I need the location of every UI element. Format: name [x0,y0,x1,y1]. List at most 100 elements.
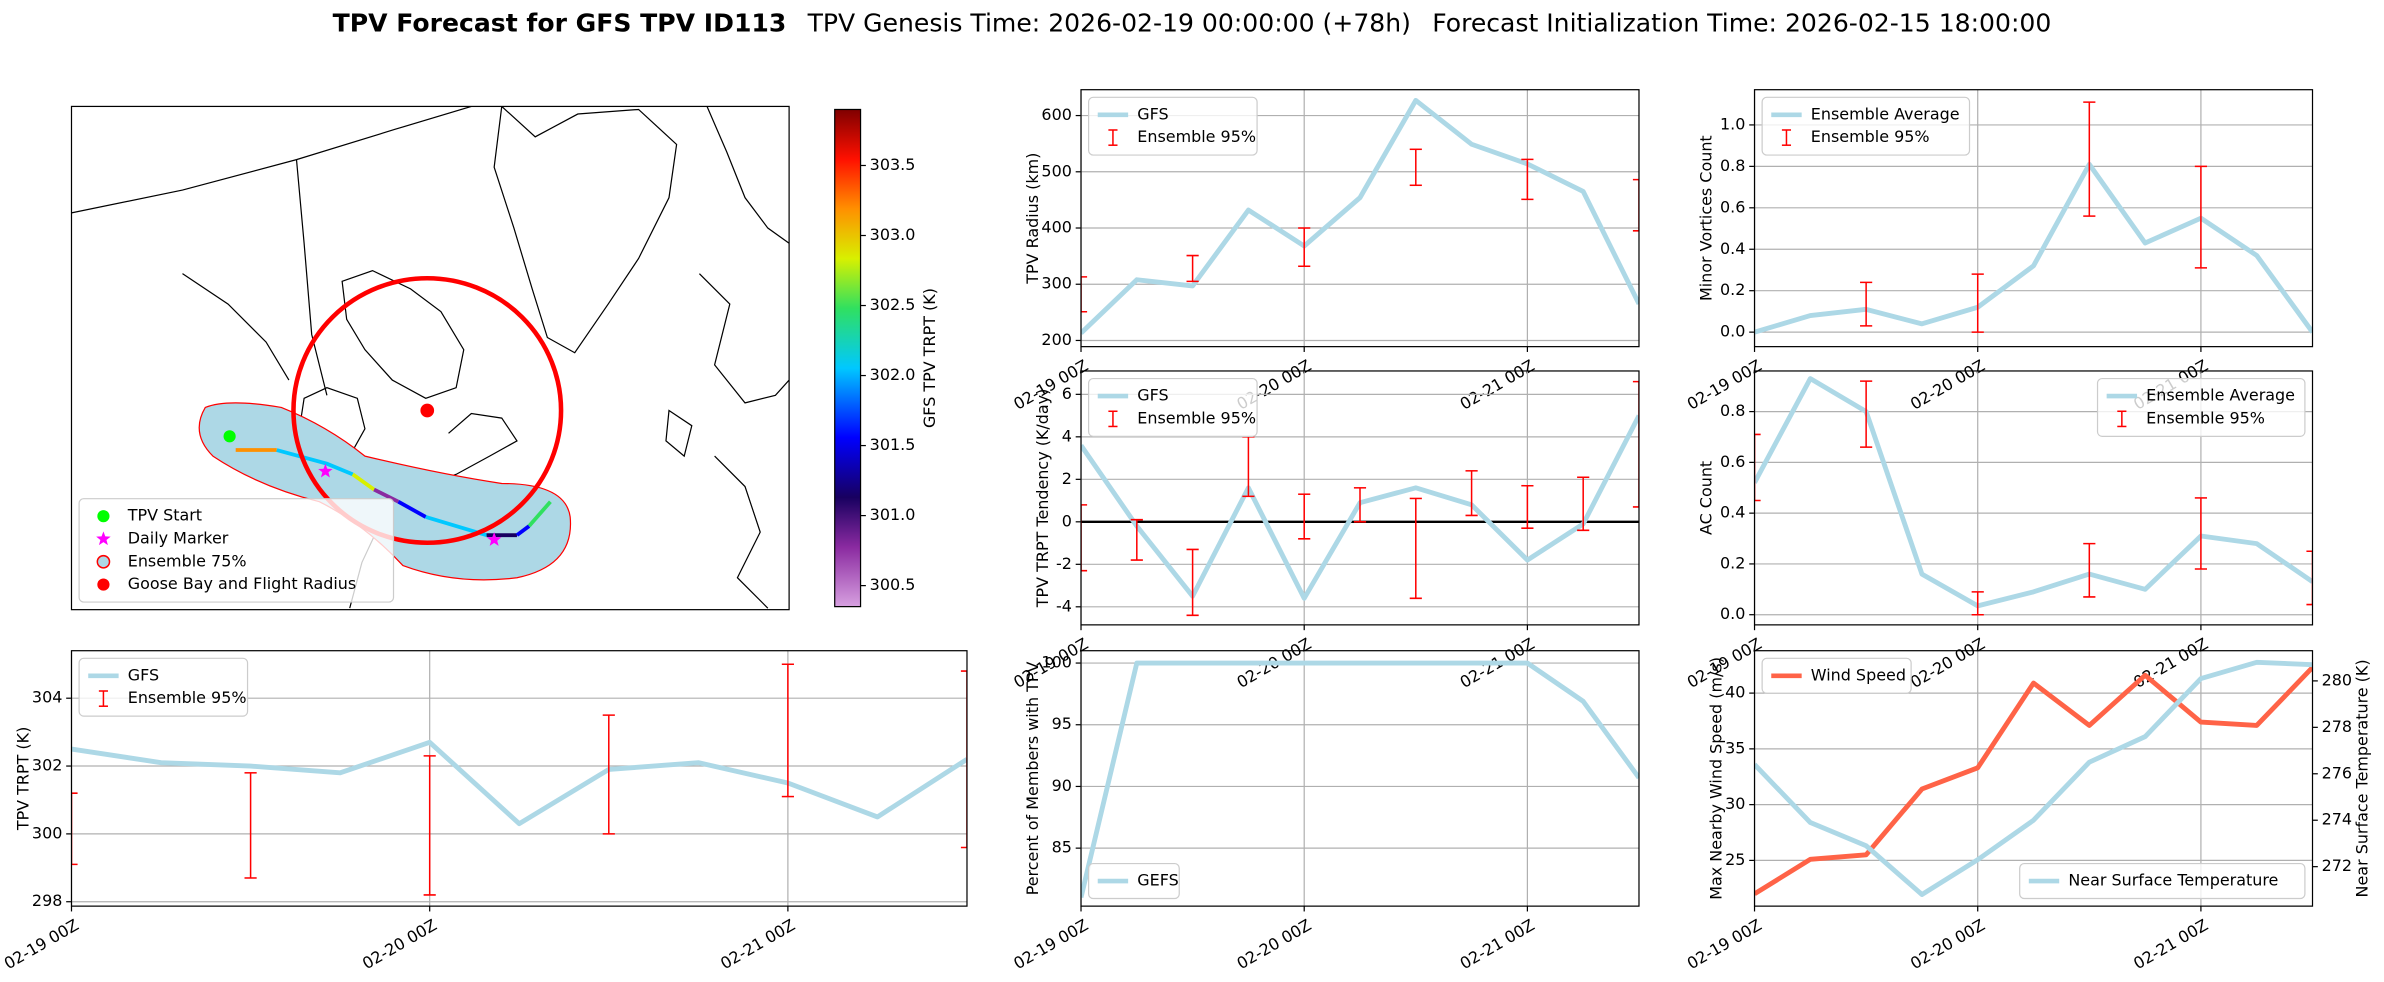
map-frame [70,105,790,611]
y-tick-label: 85 [1052,838,1072,857]
legend-label: GEFS [1137,871,1178,890]
legend-label: TPV Start [127,506,202,525]
colorbar-tick-label: 301.0 [870,505,916,524]
legend-label: Ensemble 95% [2146,408,2265,427]
x-tick-label: 02-19 00Z [1010,915,1091,973]
y-tick-label: -4 [1056,596,1072,615]
legend-swatch [97,578,110,591]
y-tick-label: 0.4 [1720,239,1745,258]
legend-label: GFS [1137,104,1168,123]
colorbar-tick-label: 303.0 [870,225,916,244]
x-tick-label: 02-21 00Z [1457,356,1538,414]
start-marker [223,430,236,443]
y-tick-label: 0.8 [1720,401,1745,420]
x-tick-label: 02-20 00Z [1907,356,1988,414]
star-marker [318,463,333,478]
legend-box [1088,862,1180,900]
y-axis-label: TPV TRPT Tendency (K/day) [1033,389,1052,609]
legend-box [2096,377,2306,437]
plot-area [1081,97,1639,335]
y2-tick-label: 280 [2322,670,2352,689]
series-line [1754,659,2313,897]
y-tick-label: 300 [1041,274,1071,293]
y-tick-label: 0.6 [1720,452,1745,471]
flight-radius [291,275,564,546]
x-tick-label: 02-20 00Z [359,915,440,973]
legend-swatch [96,554,111,569]
legend-label: Ensemble 95% [1811,127,1930,146]
y-tick-label: 0.8 [1720,156,1745,175]
star-marker [486,532,502,546]
legend-box [2019,862,2306,900]
y-tick-label: 0.0 [1720,604,1745,623]
y-tick-label: -2 [1056,554,1072,573]
y-tick-label: 2 [1062,469,1072,488]
x-tick-label: 02-19 00Z [1684,915,1765,973]
colorbar [834,108,862,608]
figure-title: TPV Forecast for GFS TPV ID113 TPV Genesi… [333,8,2052,37]
title-genesis: TPV Genesis Time: 2026-02-19 00:00:00 (+… [807,8,1411,37]
y-tick-label: 0.2 [1720,553,1745,572]
legend-label: Ensemble 95% [1137,127,1256,146]
y-tick-label: 0.4 [1720,503,1745,522]
y2-tick-label: 272 [2322,856,2352,875]
legend-label: Daily Marker [128,528,229,547]
plot-area [1754,659,2313,897]
plot-area [71,663,967,896]
colorbar-tick-label: 300.5 [870,575,916,594]
y-tick-label: 40 [1725,683,1745,702]
plot-frame [1753,650,2314,907]
y-tick-label: 35 [1725,738,1745,757]
legend-label: Wind Speed [1811,665,1906,684]
y-tick-label: 300 [32,823,62,842]
y-tick-label: 25 [1725,850,1745,869]
legend-box [1088,96,1258,156]
legend-box [1761,657,1912,694]
legend-label: Ensemble Average [2146,386,2295,405]
goose-bay-marker [420,403,435,418]
title-init: Forecast Initialization Time: 2026-02-15… [1432,8,2051,37]
y-tick-label: 90 [1052,776,1072,795]
y2-axis-label: Near Surface Temperature (K) [2352,659,2371,897]
plot-area [1081,660,1639,899]
y-tick-label: 304 [32,688,62,707]
y-axis-label: TPV Radius (km) [1023,153,1042,285]
y-axis-label: AC Count [1697,461,1716,535]
series-line [71,739,967,827]
legend-label: Ensemble Average [1811,104,1960,123]
colorbar-tick-label: 302.5 [870,295,916,314]
plot-frame [1080,89,1640,348]
plot-frame [1080,370,1640,626]
y-tick-label: 6 [1062,384,1072,403]
y-axis-label: Minor Vortices Count [1697,135,1716,301]
x-tick-label: 02-21 00Z [717,915,798,973]
plot-frame [1753,370,2314,626]
coastlines [71,106,790,609]
legend-box [1088,377,1258,437]
x-tick-label: 02-19 00Z [1,915,82,973]
x-tick-label: 02-20 00Z [1907,915,1988,973]
x-tick-label: 02-20 00Z [1907,634,1988,692]
colorbar-tick-label: 302.0 [870,365,916,384]
y-tick-label: 4 [1062,426,1072,445]
y-tick-label: 200 [1041,330,1071,349]
y-tick-label: 0.2 [1720,280,1745,299]
y-tick-label: 1.0 [1720,114,1745,133]
y-tick-label: 100 [1041,653,1071,672]
legend-box [78,657,249,717]
legend-label: Ensemble 95% [1137,408,1256,427]
plot-area [1754,376,2313,616]
y-tick-label: 0 [1062,511,1072,530]
legend-swatch [97,510,110,523]
y2-tick-label: 276 [2322,763,2352,782]
y-axis-label: Percent of Members with TPV [1023,661,1042,895]
y-axis-label: Max Nearby Wind Speed (m/s) [1706,657,1725,900]
y-tick-label: 0.6 [1720,197,1745,216]
title-main: TPV Forecast for GFS TPV ID113 [333,8,787,37]
y-tick-label: 298 [32,891,62,910]
ensemble-area [198,402,572,581]
plot-frame [1753,89,2314,348]
y-axis-label: TPV TRPT (K) [14,727,33,832]
